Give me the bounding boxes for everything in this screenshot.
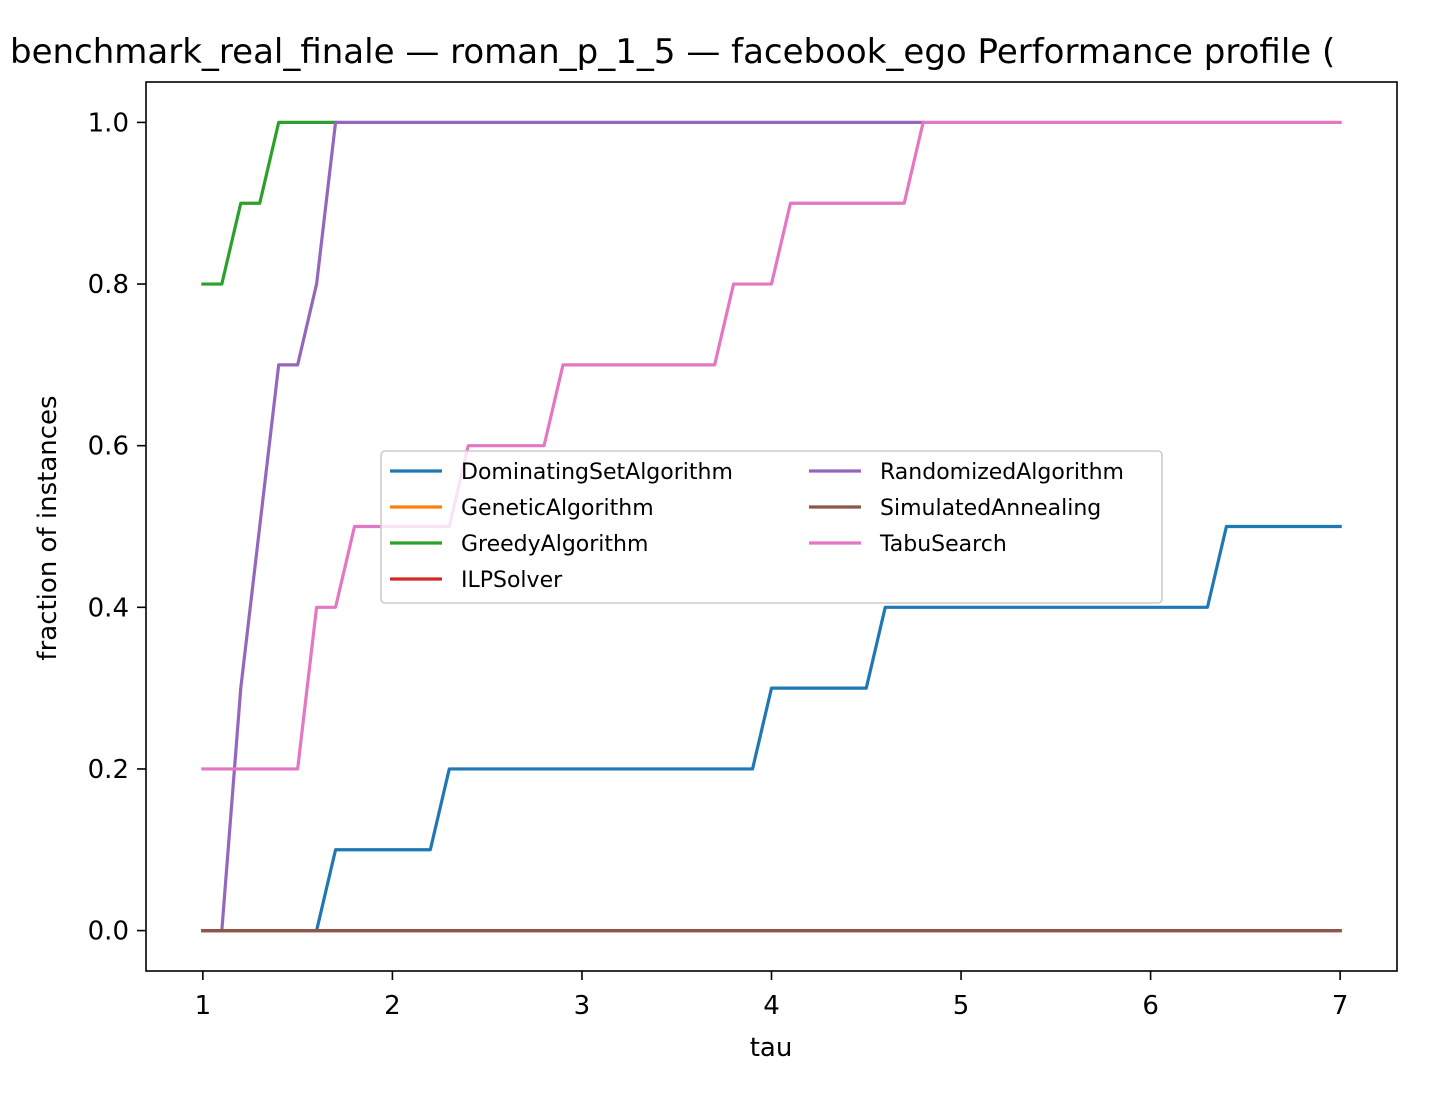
legend-label-dominatingsetalgorithm: DominatingSetAlgorithm xyxy=(461,460,733,485)
x-tick-label: 3 xyxy=(574,991,591,1021)
legend-label-ilpsolver: ILPSolver xyxy=(461,568,563,593)
legend-label-simulatedannealing: SimulatedAnnealing xyxy=(880,496,1101,521)
legend: DominatingSetAlgorithm GeneticAlgorithm Gr… xyxy=(380,450,1163,604)
legend-label-geneticalgorithm: GeneticAlgorithm xyxy=(461,496,654,521)
x-tick-label: 2 xyxy=(384,991,401,1021)
y-axis-title: fraction of instances xyxy=(33,395,63,660)
plot-area xyxy=(201,120,1342,933)
series-line-randomizedalgorithm xyxy=(201,120,925,933)
y-tick-label: 0.4 xyxy=(88,593,129,623)
legend-box xyxy=(380,450,1163,604)
x-tick-label: 5 xyxy=(953,991,970,1021)
series-line-tabusearch xyxy=(201,120,1342,771)
series-line-greedyalgorithm xyxy=(201,120,338,286)
y-tick-label: 0.6 xyxy=(88,432,129,462)
chart-title: benchmark_real_finale — roman_p_1_5 — fa… xyxy=(10,32,1335,72)
legend-label-greedyalgorithm: GreedyAlgorithm xyxy=(461,532,648,557)
x-tick-label: 7 xyxy=(1332,991,1349,1021)
y-tick-label: 0.8 xyxy=(88,270,129,300)
x-tick-label: 6 xyxy=(1142,991,1159,1021)
axes: 1 2 3 4 5 6 7 0.0 0.2 0.4 0.6 0.8 1.0 xyxy=(88,81,1398,1021)
legend-label-tabusearch: TabuSearch xyxy=(879,532,1007,557)
y-tick-label: 0.0 xyxy=(88,917,129,947)
y-tick-label: 0.2 xyxy=(88,755,129,785)
x-tick-label: 4 xyxy=(763,991,780,1021)
x-axis-title: tau xyxy=(750,1033,793,1063)
legend-label-randomizedalgorithm: RandomizedAlgorithm xyxy=(880,460,1124,485)
y-tick-label: 1.0 xyxy=(88,108,129,138)
x-tick-label: 1 xyxy=(195,991,212,1021)
series-line-dominatingsetalgorithm xyxy=(201,524,1342,933)
